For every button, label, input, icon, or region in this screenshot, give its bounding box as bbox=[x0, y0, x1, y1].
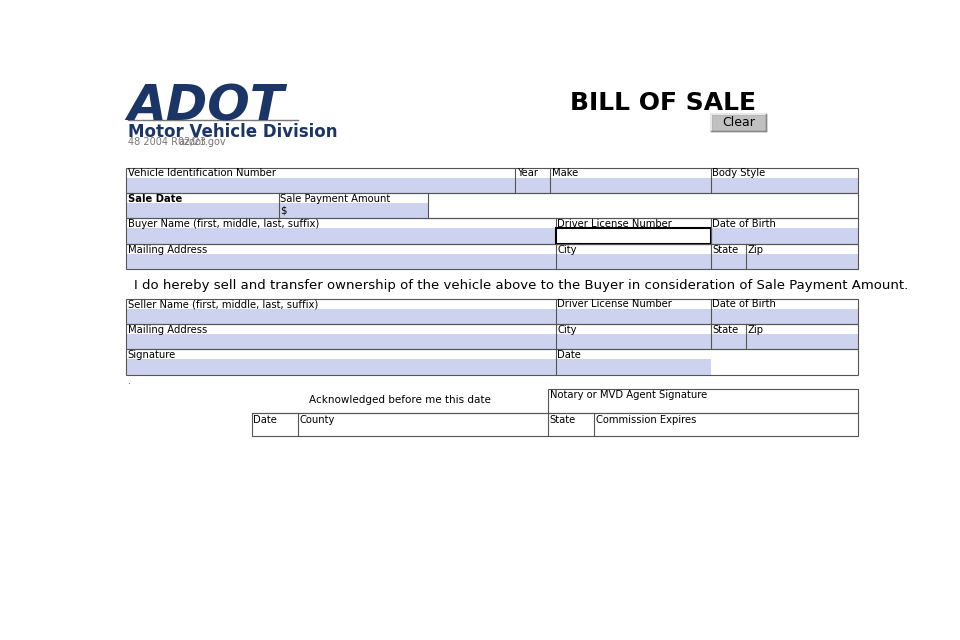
Text: Make: Make bbox=[552, 168, 578, 179]
Text: Zip: Zip bbox=[748, 324, 764, 335]
Bar bbox=[516, 178, 550, 193]
Text: Sale Payment Amount: Sale Payment Amount bbox=[280, 194, 391, 204]
Text: City: City bbox=[557, 244, 577, 255]
Bar bbox=[126, 298, 858, 324]
Text: Zip: Zip bbox=[748, 244, 764, 255]
Bar bbox=[126, 193, 858, 218]
Bar bbox=[556, 308, 710, 324]
Text: Notary or MVD Agent Signature: Notary or MVD Agent Signature bbox=[550, 390, 708, 400]
Text: Driver License Number: Driver License Number bbox=[557, 300, 672, 309]
Text: Vehicle Identification Number: Vehicle Identification Number bbox=[128, 168, 276, 179]
Bar bbox=[126, 178, 516, 193]
Text: Date: Date bbox=[253, 415, 277, 425]
Bar bbox=[556, 228, 710, 244]
Bar bbox=[126, 228, 556, 244]
Text: $: $ bbox=[280, 205, 287, 216]
Bar bbox=[548, 388, 858, 413]
Text: Year: Year bbox=[516, 168, 538, 179]
Bar bbox=[126, 308, 556, 324]
Bar bbox=[556, 360, 710, 375]
Bar bbox=[710, 228, 858, 244]
Bar bbox=[252, 413, 858, 436]
Bar bbox=[126, 324, 858, 349]
Bar bbox=[746, 334, 858, 349]
Bar bbox=[278, 203, 428, 218]
Bar bbox=[126, 203, 278, 218]
Text: BILL OF SALE: BILL OF SALE bbox=[569, 91, 756, 115]
Bar bbox=[126, 254, 556, 269]
Text: Driver License Number: Driver License Number bbox=[557, 220, 672, 229]
Text: .: . bbox=[128, 376, 131, 387]
Text: Sale Date: Sale Date bbox=[128, 194, 182, 204]
Text: azdot.gov: azdot.gov bbox=[179, 137, 226, 147]
Bar bbox=[126, 218, 858, 244]
Bar bbox=[126, 168, 858, 193]
Bar bbox=[550, 178, 710, 193]
Text: State: State bbox=[712, 244, 738, 255]
Text: Seller Name (first, middle, last, suffix): Seller Name (first, middle, last, suffix… bbox=[128, 300, 318, 309]
Bar bbox=[710, 254, 746, 269]
Bar bbox=[126, 349, 858, 375]
Text: Acknowledged before me this date: Acknowledged before me this date bbox=[309, 395, 491, 405]
Text: Clear: Clear bbox=[722, 116, 755, 129]
Text: Mailing Address: Mailing Address bbox=[128, 244, 207, 255]
Text: Buyer Name (first, middle, last, suffix): Buyer Name (first, middle, last, suffix) bbox=[128, 220, 319, 229]
Text: County: County bbox=[300, 415, 335, 425]
Text: Body Style: Body Style bbox=[712, 168, 765, 179]
Bar bbox=[710, 178, 858, 193]
Bar bbox=[556, 254, 710, 269]
Bar bbox=[710, 114, 766, 131]
Text: Motor Vehicle Division: Motor Vehicle Division bbox=[128, 123, 337, 141]
Bar bbox=[710, 308, 858, 324]
Text: ADOT: ADOT bbox=[128, 83, 284, 131]
Text: State: State bbox=[549, 415, 576, 425]
Text: City: City bbox=[557, 324, 577, 335]
Text: Signature: Signature bbox=[128, 350, 176, 360]
Text: I do hereby sell and transfer ownership of the vehicle above to the Buyer in con: I do hereby sell and transfer ownership … bbox=[134, 278, 908, 292]
Bar bbox=[746, 254, 858, 269]
Text: 48 2004 R02/23: 48 2004 R02/23 bbox=[128, 137, 205, 147]
Bar bbox=[126, 334, 556, 349]
Bar bbox=[556, 334, 710, 349]
Bar bbox=[710, 334, 746, 349]
Bar bbox=[126, 244, 858, 269]
Text: Mailing Address: Mailing Address bbox=[128, 324, 207, 335]
Text: Date of Birth: Date of Birth bbox=[712, 300, 776, 309]
Bar bbox=[126, 360, 556, 375]
Text: Commission Expires: Commission Expires bbox=[596, 415, 696, 425]
Text: Date of Birth: Date of Birth bbox=[712, 220, 776, 229]
Text: State: State bbox=[712, 324, 738, 335]
Text: Date: Date bbox=[557, 350, 581, 360]
